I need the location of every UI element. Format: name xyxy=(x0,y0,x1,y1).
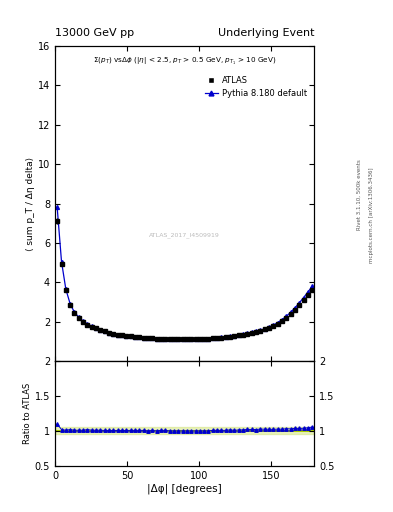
Legend: ATLAS, Pythia 8.180 default: ATLAS, Pythia 8.180 default xyxy=(202,72,310,101)
Y-axis label: Ratio to ATLAS: Ratio to ATLAS xyxy=(23,383,32,444)
Text: $\Sigma(p_T)$ vs$\Delta\phi$ ($|\eta|$ < 2.5, $p_T$ > 0.5 GeV, $p_{T_1}$ > 10 Ge: $\Sigma(p_T)$ vs$\Delta\phi$ ($|\eta|$ <… xyxy=(93,55,276,67)
Text: ATLAS_2017_I4509919: ATLAS_2017_I4509919 xyxy=(149,232,220,238)
Y-axis label: ⟨ sum p_T / Δη delta⟩: ⟨ sum p_T / Δη delta⟩ xyxy=(26,157,35,250)
Text: Rivet 3.1.10, 500k events: Rivet 3.1.10, 500k events xyxy=(357,159,362,230)
Text: 13000 GeV pp: 13000 GeV pp xyxy=(55,28,134,38)
Text: mcplots.cern.ch [arXiv:1306.3436]: mcplots.cern.ch [arXiv:1306.3436] xyxy=(369,167,374,263)
X-axis label: |Δφ| [degrees]: |Δφ| [degrees] xyxy=(147,483,222,494)
Text: Underlying Event: Underlying Event xyxy=(218,28,314,38)
